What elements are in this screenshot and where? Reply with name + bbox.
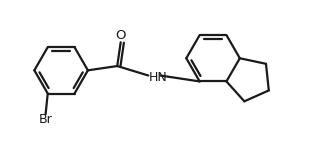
Text: Br: Br <box>39 113 52 126</box>
Text: HN: HN <box>149 71 167 84</box>
Text: O: O <box>115 29 126 42</box>
